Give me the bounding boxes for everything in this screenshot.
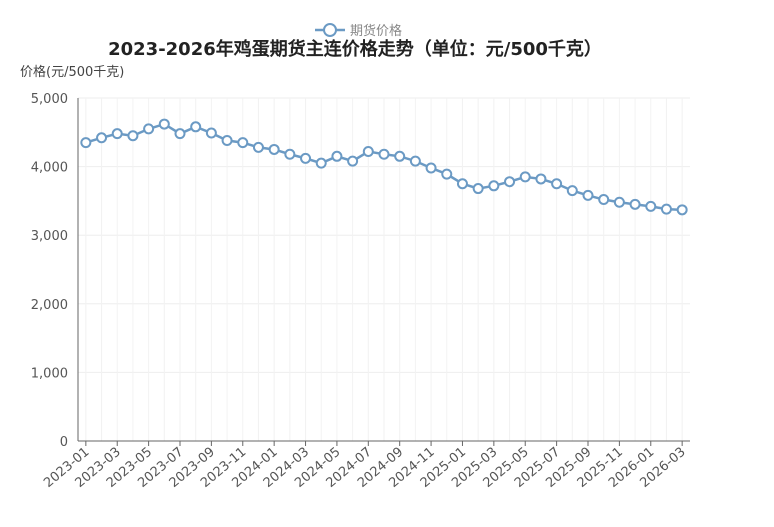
point xyxy=(629,198,641,210)
point xyxy=(111,128,123,140)
legend-marker xyxy=(323,23,337,37)
point xyxy=(394,150,406,162)
point xyxy=(221,135,233,147)
point xyxy=(676,204,688,216)
point xyxy=(127,130,139,142)
chart-title: 2023-2026年鸡蛋期货主连价格走势（单位：元/500千克） xyxy=(108,38,602,60)
point xyxy=(535,173,547,185)
point xyxy=(425,162,437,174)
point xyxy=(409,155,421,167)
point xyxy=(315,157,327,169)
y-tick-label: 1,000 xyxy=(31,366,68,381)
y-tick-label: 2,000 xyxy=(31,298,68,313)
point xyxy=(362,146,374,158)
point xyxy=(331,150,343,162)
point xyxy=(268,143,280,155)
point xyxy=(96,132,108,144)
point xyxy=(472,183,484,195)
point xyxy=(143,123,155,135)
point xyxy=(488,180,500,192)
legend-label: 期货价格 xyxy=(350,23,402,39)
y-tick-label: 3,000 xyxy=(31,229,68,244)
point xyxy=(237,137,249,149)
point xyxy=(378,148,390,160)
point xyxy=(519,171,531,183)
point xyxy=(456,178,468,190)
point xyxy=(284,148,296,160)
point xyxy=(598,194,610,206)
y-tick-label: 4,000 xyxy=(31,161,68,176)
point xyxy=(80,137,92,149)
point xyxy=(347,155,359,167)
point xyxy=(645,200,657,212)
point xyxy=(582,189,594,201)
point xyxy=(158,118,170,130)
point xyxy=(441,168,453,180)
point xyxy=(566,185,578,197)
point xyxy=(660,203,672,215)
y-axis-label: 价格(元/500千克) xyxy=(20,64,124,80)
point xyxy=(205,127,217,139)
point xyxy=(252,141,264,153)
point xyxy=(613,196,625,208)
y-tick-label: 0 xyxy=(60,435,68,450)
point xyxy=(174,128,186,140)
y-tick-label: 5,000 xyxy=(31,92,68,107)
point xyxy=(300,152,312,164)
point xyxy=(190,121,202,133)
point xyxy=(551,178,563,190)
point xyxy=(504,176,516,188)
